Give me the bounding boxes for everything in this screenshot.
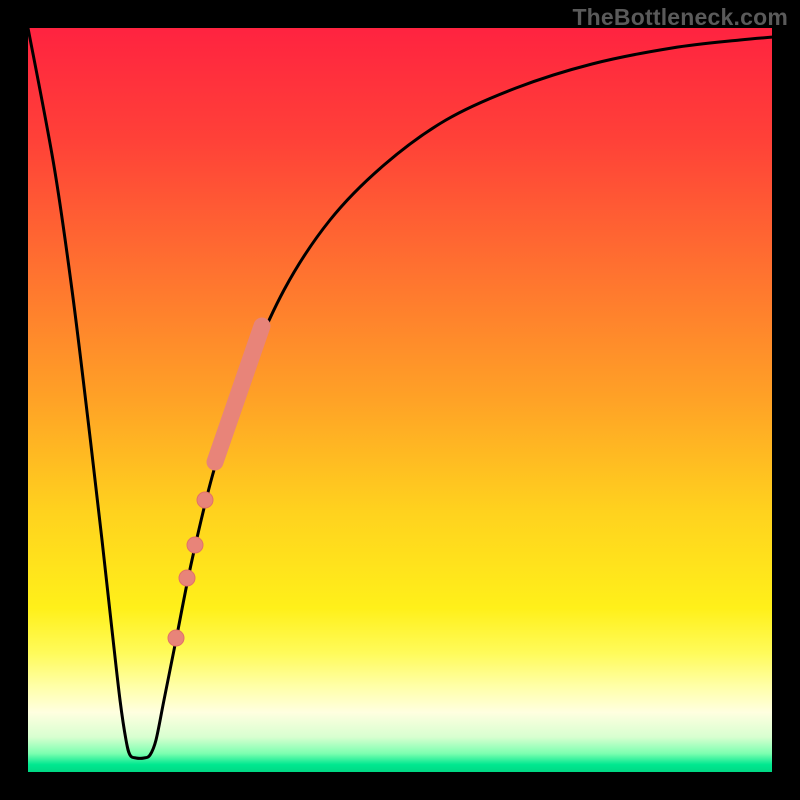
plot-background [28, 28, 772, 772]
bottleneck-chart [0, 0, 800, 800]
chart-container: TheBottleneck.com [0, 0, 800, 800]
watermark-text: TheBottleneck.com [572, 4, 788, 31]
